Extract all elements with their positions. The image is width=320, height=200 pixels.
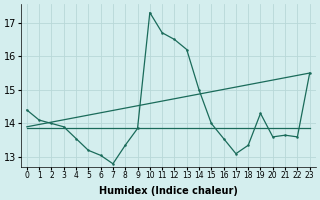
X-axis label: Humidex (Indice chaleur): Humidex (Indice chaleur) bbox=[99, 186, 238, 196]
